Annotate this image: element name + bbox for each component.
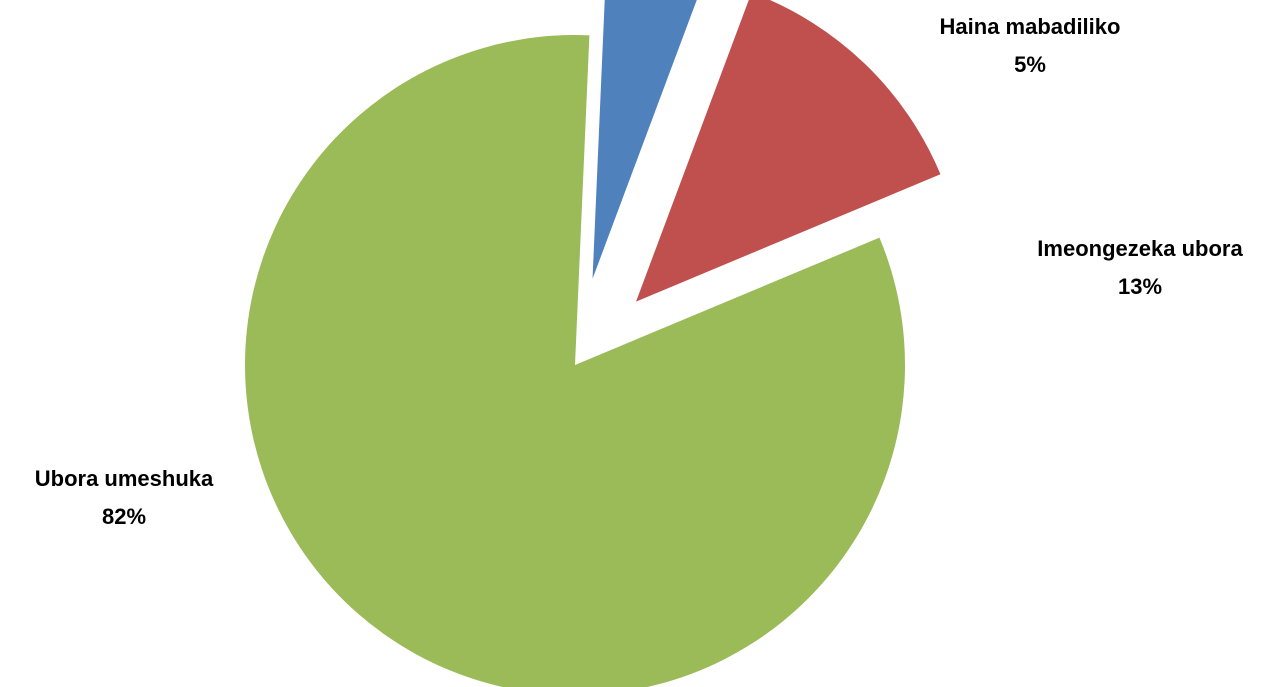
slice-label: Ubora umeshuka bbox=[35, 466, 214, 491]
pie-slice-haina-mabadiliko bbox=[592, 0, 697, 279]
pie-slice-ubora-umeshuka bbox=[245, 35, 905, 687]
slice-label: Haina mabadiliko bbox=[940, 14, 1121, 39]
slice-value-label: 82% bbox=[102, 504, 146, 529]
slice-label: Imeongezeka ubora bbox=[1037, 236, 1243, 261]
slice-value-label: 13% bbox=[1118, 274, 1162, 299]
slice-value-label: 5% bbox=[1014, 52, 1046, 77]
slices-layer bbox=[245, 0, 941, 687]
pie-slice-imeongezeka-ubora bbox=[636, 0, 941, 302]
labels-layer: Haina mabadiliko 5% Imeongezeka ubora 13% Ub… bbox=[35, 14, 1244, 529]
